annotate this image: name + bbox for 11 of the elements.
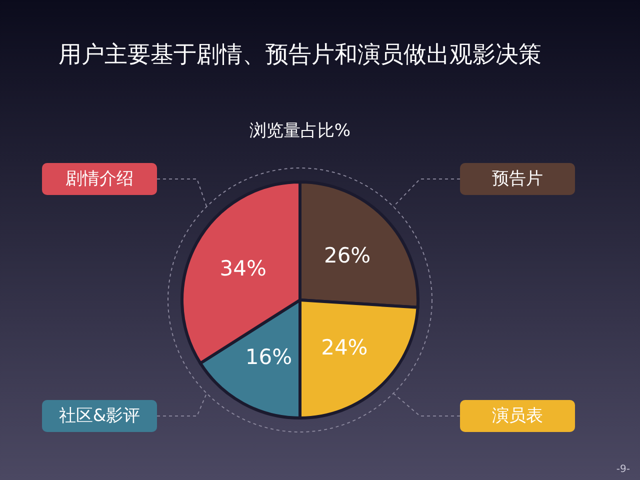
- slice-label: 预告片: [492, 169, 543, 189]
- chart-title: 用户主要基于剧情、预告片和演员做出观影决策: [58, 42, 542, 68]
- data-label: 16%: [245, 344, 292, 369]
- data-label: 24%: [321, 335, 368, 360]
- chart-subtitle: 浏览量占比%: [249, 121, 351, 141]
- slice-label: 社区&影评: [58, 406, 140, 426]
- text: -9-: [616, 464, 630, 475]
- data-label: 26%: [324, 244, 371, 268]
- slice-label: 剧情介绍: [66, 169, 134, 189]
- data-label: 34%: [220, 256, 266, 281]
- slice-label: 演员表: [492, 406, 543, 426]
